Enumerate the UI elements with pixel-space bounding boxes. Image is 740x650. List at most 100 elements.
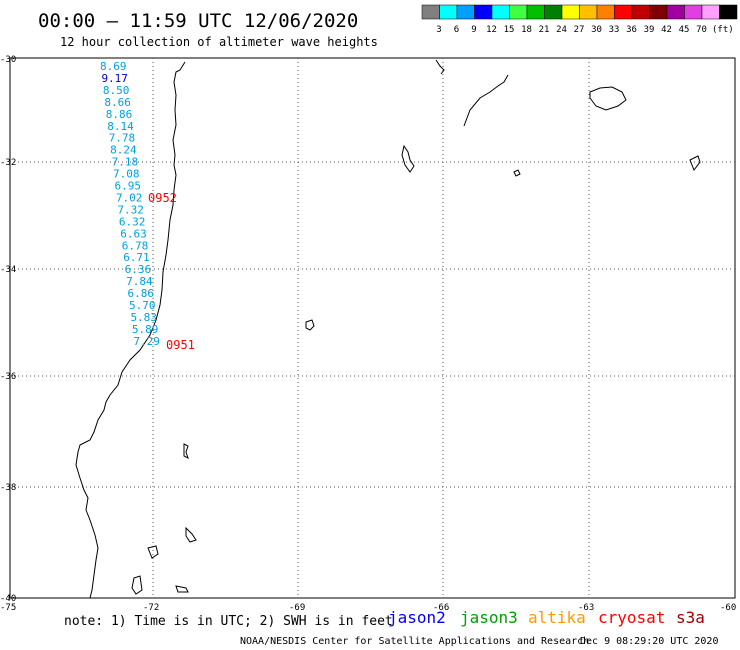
longitude-labels: -75 -72 -69 -66 -63 -60 [0,603,736,613]
satellite-jason2: jason2 [388,608,446,627]
wave-height-value: 7.29 [133,335,160,348]
footer-credit: NOAA/NESDIS Center for Satellite Applica… [240,636,589,647]
latitude-label: -38 [0,483,16,493]
map-subtitle: 12 hour collection of altimeter wave hei… [60,35,378,49]
legend-tick-label: 3 [436,25,441,35]
legend-swatch [456,4,475,20]
coastline-east-a [435,59,445,75]
wave-height-value: 8.69 [100,60,127,73]
longitude-label: -63 [578,603,594,613]
legend-tick-label: 70 [696,25,707,35]
island-h [131,575,143,595]
legend-swatch [509,4,528,20]
satellite-cryosat: cryosat [598,608,665,627]
longitude-label: -72 [143,603,159,613]
legend-tick-label: 42 [661,25,672,35]
map-frame [9,57,736,599]
legend-swatch [684,4,703,20]
legend-swatch [491,4,510,20]
wave-height-color-legend: 3 6 9 12 15 18 21 24 27 30 33 36 39 42 45 70 [421,4,738,35]
longitude-label: -69 [289,603,305,613]
wave-height-value: 6.71 [123,251,150,264]
longitude-label: -60 [720,603,736,613]
legend-tick-label: 33 [609,25,620,35]
chile-coastline [75,61,186,599]
latitude-label: -30 [0,55,16,65]
legend-swatch [544,4,563,20]
satellite-legend: jason2 jason3 altika cryosat s3a [388,608,705,627]
latitude-label: -36 [0,372,16,382]
wave-height-value: 8.14 [107,120,134,133]
wave-height-value: 7.18 [112,156,139,169]
wave-height-value: 7.84 [126,275,153,288]
legend-tick-label: 39 [644,25,655,35]
island-d [183,443,189,459]
wave-height-value: 6.36 [125,263,151,276]
coastline-east-b [463,74,509,127]
wave-height-value: 5.70 [129,299,156,312]
wave-height-value: 6.63 [120,227,147,240]
island-g [175,585,189,593]
wave-height-value: 7.08 [113,168,140,181]
legend-swatch [649,4,668,20]
map-gridlines [10,58,735,598]
footer-timestamp: Dec 9 08:29:20 UTC 2020 [580,636,718,647]
island-c [305,319,315,331]
wave-height-value: 8.86 [106,108,133,121]
latitude-labels: -30 -32 -34 -36 -38 -40 [0,55,16,604]
longitude-label: -75 [0,603,16,613]
legend-tick-label: 15 [504,25,515,35]
coastlines [75,59,701,599]
legend-tick-label: 27 [574,25,585,35]
satellite-jason3: jason3 [460,608,518,627]
latitude-label: -34 [0,265,16,275]
wave-height-value: 7.32 [117,203,143,216]
legend-tick-label: 18 [521,25,532,35]
legend-swatch [561,4,580,20]
legend-tick-label: 45 [679,25,690,35]
legend-tick-label: 36 [626,25,637,35]
wave-height-value: 6.78 [122,239,149,252]
wave-height-value: 5.89 [132,323,159,336]
pass-time-label: 0951 [166,338,195,352]
legend-swatch [474,4,493,20]
island-f [147,545,159,559]
legend-tick-label: 30 [591,25,602,35]
legend-swatch [421,4,440,20]
legend-swatch [614,4,633,20]
footer-note: note: 1) Time is in UTC; 2) SWH is in fe… [64,614,393,629]
wave-height-value: 6.95 [115,180,142,193]
legend-unit-label: (ft) [712,25,734,35]
legend-tick-label: 24 [556,25,567,35]
wave-height-value: 7.78 [109,132,136,145]
wave-height-value: 9.17 [101,72,128,85]
island-b [689,155,701,172]
wave-height-value: 8.50 [103,84,129,97]
wave-height-value: 6.86 [128,287,155,300]
pass-time-label: 0952 [148,191,177,205]
legend-tick-label: 12 [486,25,497,35]
wave-height-value: 5.83 [130,311,157,324]
legend-swatch [631,4,650,20]
legend-swatch [719,4,738,20]
legend-swatch [439,4,458,20]
wave-height-value: 7.02 [116,191,143,204]
coastline-east-d [401,144,415,173]
wave-height-value: 8.24 [110,144,137,157]
legend-swatch [666,4,685,20]
longitude-label: -66 [433,603,449,613]
legend-swatch [526,4,545,20]
legend-swatch [701,4,720,20]
satellite-s3a: s3a [676,608,705,627]
coastline-east-c [589,86,627,111]
legend-tick-label: 6 [454,25,459,35]
wave-height-values: 8.699.178.508.668.868.147.788.247.187.08… [100,60,160,348]
satellite-altika: altika [528,608,586,627]
legend-swatch [596,4,615,20]
map-title: 00:00 – 11:59 UTC 12/06/2020 [38,10,358,32]
island-e [185,526,197,543]
legend-swatch [579,4,598,20]
latitude-label: -40 [0,594,16,604]
